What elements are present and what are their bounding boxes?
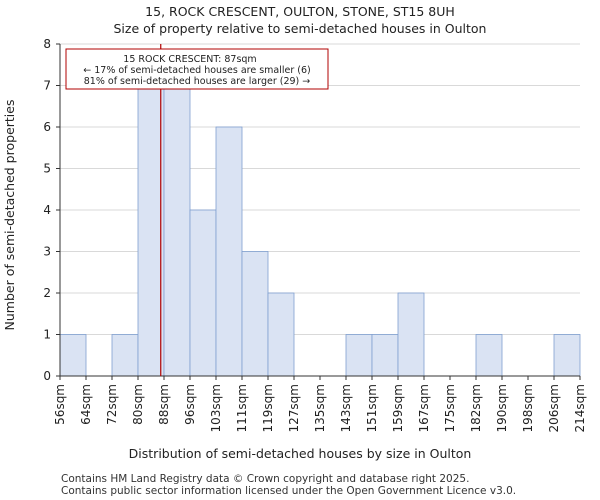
histogram-bar [163,85,191,377]
annotation-line-3: 81% of semi-detached houses are larger (… [84,76,311,87]
annotation-box: 15 ROCK CRESCENT: 87sqm ← 17% of semi-de… [65,48,329,90]
bars-group [59,85,581,377]
x-tick-label: 182sqm [469,384,483,432]
x-tick-label: 175sqm [443,384,457,432]
histogram-bar [475,334,503,377]
x-tick-label: 72sqm [105,384,119,425]
x-tick-label: 143sqm [339,384,353,432]
histogram-bar [345,334,373,377]
histogram-bar [267,292,295,377]
annotation-line-2: ← 17% of semi-detached houses are smalle… [83,65,311,76]
histogram-bar [241,251,269,377]
y-tick-label: 7 [43,79,51,93]
x-tick-label: 214sqm [573,384,587,432]
histogram-bar [59,334,87,377]
histogram-bar [397,292,425,377]
y-tick-label: 4 [43,203,51,217]
annotation-frame [65,48,329,90]
x-tick-label: 80sqm [131,384,145,425]
x-tick-label: 56sqm [53,384,67,425]
x-tick-label: 159sqm [391,384,405,432]
x-tick-label: 103sqm [209,384,223,432]
x-tick-label: 206sqm [547,384,561,432]
x-tick-label: 64sqm [79,384,93,425]
x-tick-label: 190sqm [495,384,509,432]
chart-subtitle: Size of property relative to semi-detach… [113,21,487,36]
histogram-bar [189,209,217,377]
histogram-bar [215,126,243,377]
histogram-bar [111,334,139,377]
x-tick-label: 198sqm [521,384,535,432]
y-tick-label: 0 [43,369,51,383]
y-tick-label: 1 [43,328,51,342]
ticks-group: 0 1 2 3 4 5 6 7 8 56sqm 64sqm 72sqm 80sqm 88sqm 96sqm 1… [43,37,587,432]
histogram-bar [137,85,165,377]
y-tick-label: 6 [43,120,51,134]
x-tick-label: 96sqm [183,384,197,425]
y-tick-label: 3 [43,245,51,259]
x-tick-label: 88sqm [157,384,171,425]
x-tick-label: 119sqm [261,384,275,432]
y-tick-label: 2 [43,286,51,300]
y-tick-label: 8 [43,37,51,51]
y-tick-label: 5 [43,162,51,176]
histogram-bar [553,334,581,377]
x-tick-label: 167sqm [417,384,431,432]
footer-licence: Contains public sector information licen… [61,485,517,497]
annotation-line-1: 15 ROCK CRESCENT: 87sqm [123,54,256,65]
x-tick-label: 127sqm [287,384,301,432]
x-tick-label: 111sqm [235,384,249,432]
footer-copyright: Contains HM Land Registry data © Crown c… [61,473,470,485]
x-tick-label: 151sqm [365,384,379,432]
y-axis-label: Number of semi-detached properties [2,100,17,331]
x-tick-label: 135sqm [313,384,327,432]
histogram-bar [371,334,399,377]
chart-title: 15, ROCK CRESCENT, OULTON, STONE, ST15 8… [145,4,455,19]
x-axis-label: Distribution of semi-detached houses by … [129,446,472,461]
